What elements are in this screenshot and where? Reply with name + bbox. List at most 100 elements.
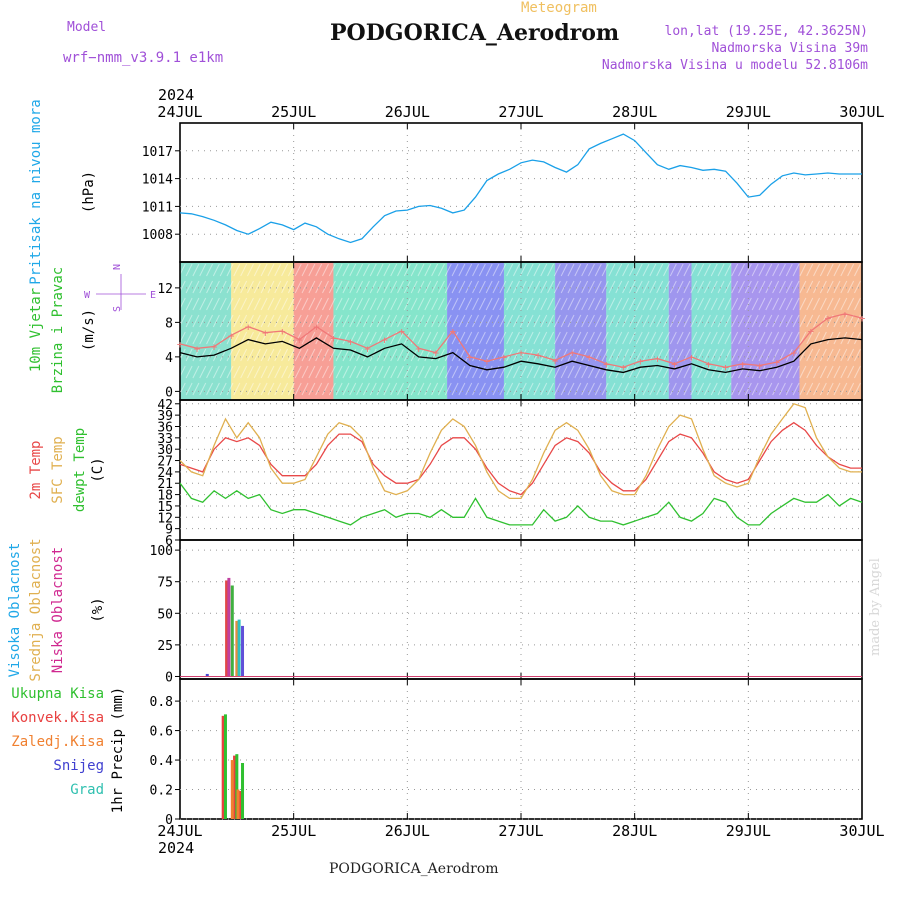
wind-barb xyxy=(560,331,568,345)
y-tick-label: 0 xyxy=(165,385,173,400)
wind-barb xyxy=(519,331,527,345)
wind-barb xyxy=(697,331,705,345)
wind-barb xyxy=(676,331,684,345)
wind-barb xyxy=(383,263,391,277)
y-tick-label: 0.2 xyxy=(150,784,173,799)
wind-barb xyxy=(758,382,766,396)
wind-barb xyxy=(547,348,555,362)
wind-barb xyxy=(676,382,684,396)
wind-barb xyxy=(356,331,364,345)
wind-barb xyxy=(513,314,520,328)
series-line xyxy=(179,403,862,500)
wind-barb xyxy=(806,314,814,328)
pressure-unit: (hPa) xyxy=(81,171,97,213)
wind-barb xyxy=(833,280,841,294)
wind-barb xyxy=(267,348,275,362)
wind-barb xyxy=(233,297,241,311)
wind-barb xyxy=(458,263,466,277)
wind-barb xyxy=(642,331,650,345)
wind-barb xyxy=(669,263,677,277)
wind-barb xyxy=(233,331,241,345)
wind-barb xyxy=(806,348,814,362)
wind-barb xyxy=(403,314,411,328)
wind-barb xyxy=(615,348,623,362)
year-label-top: 2024 xyxy=(158,86,194,104)
wind-barb xyxy=(465,365,473,379)
wind-barb xyxy=(403,348,411,362)
y-tick-label: 50 xyxy=(157,607,173,622)
wind-barb xyxy=(206,314,214,328)
wind-barb xyxy=(274,365,282,379)
wind-barb xyxy=(847,382,855,396)
wind-barb xyxy=(206,263,214,277)
wind-barb xyxy=(628,348,636,362)
wind-barb xyxy=(513,263,520,277)
wind-barb xyxy=(369,263,377,277)
y-tick-label: 4 xyxy=(165,351,173,366)
wind-barb xyxy=(547,263,555,277)
wind-barb xyxy=(819,365,827,379)
wind-barb xyxy=(751,382,759,396)
wind-barb xyxy=(349,263,357,277)
wind-barb xyxy=(349,365,357,379)
gust-marker: + xyxy=(739,358,746,371)
bar xyxy=(241,763,245,819)
wind-barb-band xyxy=(691,262,732,400)
wind-barb xyxy=(219,263,227,277)
wind-barb xyxy=(444,263,452,277)
wind-barb xyxy=(219,365,227,379)
wind-barb xyxy=(813,382,820,396)
wind-barb xyxy=(403,331,411,345)
wind-barb xyxy=(281,382,289,396)
date-label-bottom: 28JUL xyxy=(612,822,657,840)
wind-barb xyxy=(601,365,609,379)
wind-barb xyxy=(437,297,445,311)
wind-barb xyxy=(472,331,479,345)
wind-barb xyxy=(594,348,602,362)
wind-barb xyxy=(799,382,807,396)
wind-barb xyxy=(513,280,520,294)
wind-barb xyxy=(260,365,268,379)
wind-barb xyxy=(574,331,582,345)
wind-barb xyxy=(785,314,793,328)
wind-barb xyxy=(485,382,493,396)
wind-barb xyxy=(710,331,718,345)
y-tick-label: 15 xyxy=(157,500,173,515)
wind-barb xyxy=(581,365,589,379)
wind-barb xyxy=(840,314,848,328)
wind-barb xyxy=(226,331,234,345)
wind-barb xyxy=(478,314,486,328)
cloud-low-label: Niska Oblacnost xyxy=(50,547,66,673)
wind-barb xyxy=(833,314,841,328)
wind-barb xyxy=(751,297,759,311)
wind-barb xyxy=(642,314,650,328)
wind-barb xyxy=(765,348,773,362)
wind-barb xyxy=(410,314,418,328)
wind-barb xyxy=(840,297,848,311)
gust-marker: + xyxy=(467,351,474,364)
wind-barb xyxy=(410,297,418,311)
wind-barb xyxy=(642,365,650,379)
compass-north: N xyxy=(112,264,123,270)
wind-barb xyxy=(622,382,630,396)
wind-barb xyxy=(301,382,309,396)
wind-barb xyxy=(738,280,745,294)
wind-barb xyxy=(526,348,534,362)
wind-barb xyxy=(274,382,282,396)
wind-barb xyxy=(308,280,316,294)
wind-barb xyxy=(669,348,677,362)
wind-barb xyxy=(506,263,514,277)
gust-marker: + xyxy=(262,327,269,340)
wind-barb xyxy=(301,280,309,294)
wind-barb xyxy=(417,263,425,277)
wind-barb xyxy=(253,280,261,294)
wind-barb xyxy=(806,365,814,379)
wind-barb xyxy=(308,382,316,396)
wind-barb xyxy=(431,263,439,277)
wind-barb xyxy=(342,331,350,345)
wind-barb xyxy=(492,263,500,277)
wind-barb xyxy=(826,382,834,396)
wind-barb xyxy=(513,348,520,362)
wind-barb xyxy=(240,263,248,277)
wind-barb xyxy=(669,382,677,396)
